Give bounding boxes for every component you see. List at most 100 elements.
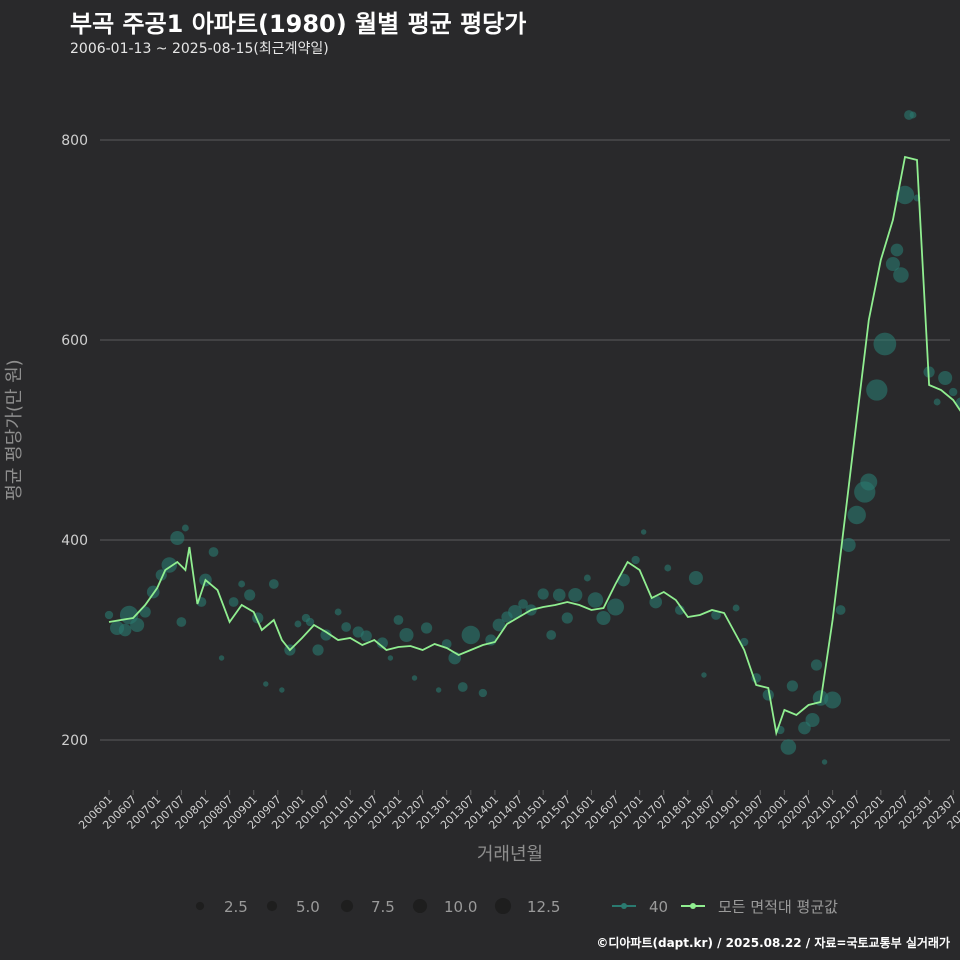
data-bubble (130, 617, 145, 633)
data-bubble (457, 682, 468, 692)
data-bubble (895, 185, 915, 205)
data-bubble (835, 605, 846, 615)
legend-key-dot (621, 903, 627, 909)
x-axis-title: 거래년월 (477, 844, 543, 865)
y-axis-title: 평균 평당가(만 원) (4, 359, 25, 500)
y-tick-label: 600 (61, 333, 88, 349)
data-bubble (312, 644, 324, 656)
legend-size-dot (494, 897, 512, 915)
data-bubble (821, 759, 828, 765)
data-bubble (824, 691, 842, 709)
data-bubble (701, 672, 707, 678)
grid-lines (100, 139, 950, 741)
legend: 2.5 5.0 7.5 10.0 12.5 40 모든 면적대 평균값 (195, 897, 838, 916)
data-bubble (104, 610, 114, 620)
data-bubble (909, 111, 917, 119)
legend-size-dot (266, 900, 278, 912)
data-bubble (118, 623, 132, 637)
legend-size-label: 10.0 (444, 898, 477, 916)
legend-size-label: 2.5 (224, 898, 248, 916)
data-bubble (664, 564, 672, 572)
data-bubble (518, 599, 528, 609)
data-bubble (238, 580, 246, 588)
legend-key-dot (690, 903, 696, 909)
data-bubble (478, 688, 488, 698)
data-bubble (890, 243, 904, 257)
data-bubble (411, 675, 418, 681)
data-bubble (176, 617, 187, 627)
chart-subtitle: 2006-01-13 ~ 2025-08-15(최근계약일) (70, 41, 329, 57)
data-bubble (711, 610, 721, 620)
data-bubble (420, 622, 433, 634)
data-bubble (341, 622, 352, 632)
data-bubble (376, 637, 388, 649)
data-bubble (294, 620, 302, 628)
data-bubble (399, 627, 414, 643)
data-bubble (387, 655, 394, 661)
data-bubble (461, 625, 480, 645)
data-bubble (786, 680, 799, 692)
data-bubble (649, 595, 663, 609)
data-bubble (228, 597, 239, 607)
data-bubble (631, 555, 640, 565)
data-bubble (537, 588, 549, 600)
y-axis-ticks: 200 400 600 800 (61, 133, 88, 749)
data-bubble (181, 524, 189, 532)
legend-size-label: 12.5 (527, 898, 560, 916)
legend-size-label: 7.5 (371, 898, 395, 916)
data-bubble (546, 630, 557, 640)
data-bubble (218, 655, 225, 661)
chart-title: 부곡 주공1 아파트(1980) 월별 평균 평당가 (70, 10, 527, 38)
data-bubble (305, 617, 315, 627)
data-bubble (596, 610, 611, 626)
bubble-series (104, 110, 960, 765)
data-bubble (841, 537, 856, 553)
data-bubble (208, 547, 219, 557)
data-bubble (780, 739, 797, 755)
data-bubble (568, 587, 583, 603)
average-line (108, 155, 960, 737)
data-bubble (607, 598, 625, 616)
data-bubble (873, 332, 897, 356)
data-bubble (268, 579, 279, 589)
y-tick-label: 200 (61, 733, 88, 749)
data-bubble (893, 267, 909, 283)
data-bubble (507, 604, 523, 620)
data-bubble (860, 473, 878, 491)
legend-size-label: 5.0 (296, 898, 320, 916)
data-bubble (435, 687, 442, 693)
data-bubble (688, 570, 703, 586)
data-bubble (866, 379, 888, 401)
data-bubble (334, 608, 342, 616)
data-bubble (762, 689, 774, 701)
legend-series-label: 모든 면적대 평균값 (718, 898, 838, 916)
data-bubble (263, 681, 269, 687)
data-bubble (938, 370, 953, 386)
data-bubble (949, 387, 958, 397)
x-axis-ticks: 2006012006072007012007072008012008072009… (76, 790, 960, 832)
data-bubble (279, 687, 285, 693)
data-bubble (244, 589, 256, 601)
data-bubble (847, 505, 866, 525)
y-tick-label: 800 (61, 133, 88, 149)
data-bubble (161, 557, 178, 573)
data-bubble (587, 592, 604, 608)
data-bubble (552, 588, 566, 602)
data-bubble (933, 398, 941, 406)
data-bubble (320, 629, 332, 641)
data-bubble (170, 530, 185, 546)
legend-size-dot (340, 899, 354, 913)
legend-series-label: 40 (649, 898, 668, 916)
data-bubble (492, 618, 506, 632)
data-bubble (740, 637, 749, 647)
source-credit: ©디아파트(dapt.kr) / 2025.08.22 / 자료=국토교통부 실… (596, 936, 950, 950)
legend-size-dot (412, 898, 428, 914)
data-bubble (732, 604, 740, 612)
data-bubble (885, 256, 900, 272)
data-bubble (640, 529, 647, 535)
data-bubble (805, 712, 820, 728)
y-tick-label: 400 (61, 533, 88, 549)
legend-size-dot (195, 901, 205, 911)
data-bubble (583, 574, 591, 582)
